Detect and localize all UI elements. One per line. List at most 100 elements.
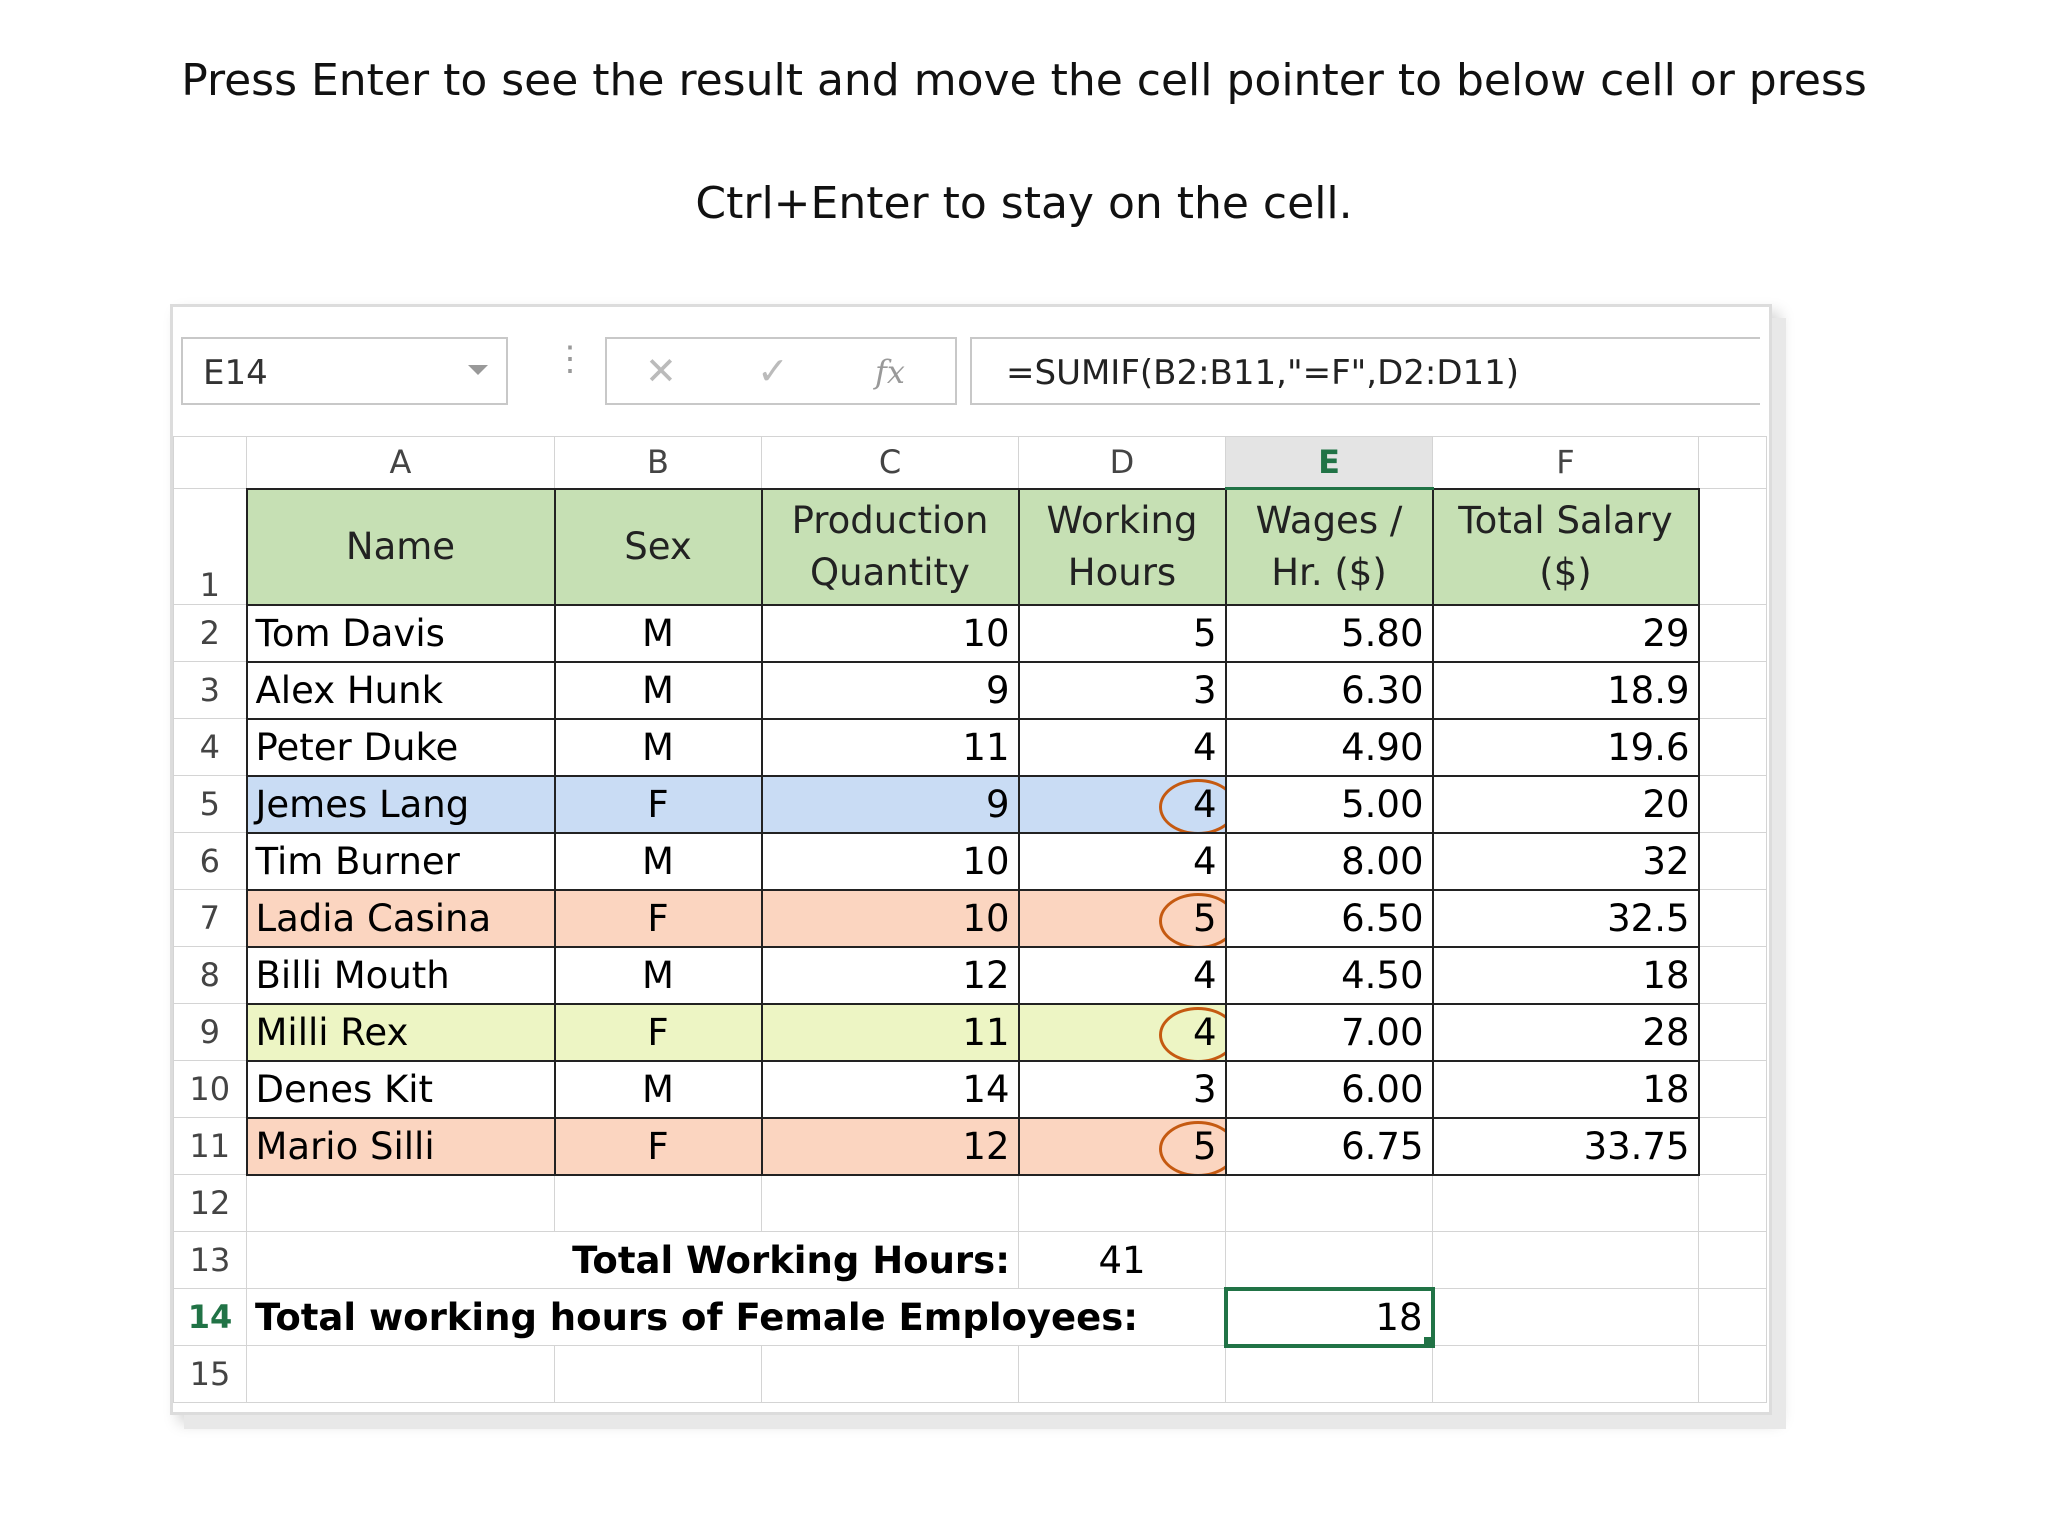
- cell-wages[interactable]: 8.00: [1224, 831, 1434, 891]
- empty-cell[interactable]: [554, 1174, 762, 1232]
- close-icon[interactable]: ✕: [645, 351, 677, 393]
- empty-cell[interactable]: [1698, 1003, 1767, 1061]
- column-header-b[interactable]: B: [554, 436, 762, 489]
- cell-wages[interactable]: 6.00: [1224, 1059, 1434, 1119]
- empty-cell[interactable]: [1698, 1345, 1767, 1403]
- cell-name[interactable]: Peter Duke: [245, 717, 556, 777]
- header-sex[interactable]: Sex: [553, 487, 763, 606]
- row-header-7[interactable]: 7: [173, 889, 247, 947]
- insert-function-icon[interactable]: fx: [875, 353, 905, 391]
- cell-salary[interactable]: 19.6: [1431, 717, 1700, 777]
- empty-cell[interactable]: [246, 1345, 555, 1403]
- cell-wages[interactable]: 4.50: [1224, 945, 1434, 1005]
- column-header-c[interactable]: C: [761, 436, 1019, 489]
- cell-quantity[interactable]: 11: [760, 1002, 1020, 1062]
- empty-cell[interactable]: [554, 1345, 762, 1403]
- cell-quantity[interactable]: 10: [760, 831, 1020, 891]
- cell-name[interactable]: Billi Mouth: [245, 945, 556, 1005]
- empty-cell[interactable]: [1698, 1231, 1767, 1289]
- cell-wages[interactable]: 5.00: [1224, 774, 1434, 834]
- cell-salary[interactable]: 33.75: [1431, 1116, 1700, 1176]
- cell-quantity[interactable]: 12: [760, 1116, 1020, 1176]
- row-header-9[interactable]: 9: [173, 1003, 247, 1061]
- empty-cell[interactable]: [1432, 1345, 1699, 1403]
- cell-sex[interactable]: M: [553, 660, 763, 720]
- cell-hours[interactable]: 5: [1017, 603, 1227, 663]
- empty-cell[interactable]: [1225, 1174, 1433, 1232]
- cell-sex[interactable]: M: [553, 603, 763, 663]
- cell-hours[interactable]: 3: [1017, 1059, 1227, 1119]
- cell-wages[interactable]: 6.75: [1224, 1116, 1434, 1176]
- header-salary[interactable]: Total Salary ($): [1431, 487, 1700, 606]
- row-header-2[interactable]: 2: [173, 604, 247, 662]
- total-hours-label[interactable]: Total Working Hours:: [246, 1231, 1019, 1289]
- empty-cell[interactable]: [761, 1174, 1019, 1232]
- cell-sex[interactable]: F: [553, 888, 763, 948]
- cell-hours[interactable]: 4: [1017, 945, 1227, 1005]
- cell-wages[interactable]: 4.90: [1224, 717, 1434, 777]
- empty-cell[interactable]: [1698, 946, 1767, 1004]
- cell-sex[interactable]: F: [553, 1116, 763, 1176]
- select-all-corner[interactable]: [173, 436, 247, 489]
- header-wages[interactable]: Wages / Hr. ($): [1224, 487, 1434, 606]
- cell-salary[interactable]: 32.5: [1431, 888, 1700, 948]
- cell-sex[interactable]: F: [553, 1002, 763, 1062]
- empty-cell[interactable]: [1698, 1060, 1767, 1118]
- empty-cell[interactable]: [1698, 1117, 1767, 1175]
- empty-cell[interactable]: [1698, 889, 1767, 947]
- cell-quantity[interactable]: 10: [760, 888, 1020, 948]
- row-header-5[interactable]: 5: [173, 775, 247, 833]
- cell-hours[interactable]: 3: [1017, 660, 1227, 720]
- cell-quantity[interactable]: 14: [760, 1059, 1020, 1119]
- fill-handle[interactable]: [1421, 1334, 1429, 1342]
- column-header-f[interactable]: F: [1432, 436, 1699, 489]
- cell-hours[interactable]: 5: [1017, 888, 1227, 948]
- header-hours[interactable]: Working Hours: [1017, 487, 1227, 606]
- empty-cell[interactable]: [1698, 604, 1767, 662]
- cell-hours[interactable]: 4: [1017, 1002, 1227, 1062]
- checkmark-icon[interactable]: ✓: [757, 351, 789, 393]
- row-header-15[interactable]: 15: [173, 1345, 247, 1403]
- cell-name[interactable]: Tim Burner: [245, 831, 556, 891]
- cell-name[interactable]: Mario Silli: [245, 1116, 556, 1176]
- cell-name[interactable]: Milli Rex: [245, 1002, 556, 1062]
- row-header-11[interactable]: 11: [173, 1117, 247, 1175]
- empty-cell[interactable]: [1225, 1231, 1433, 1289]
- column-header-g[interactable]: [1698, 436, 1767, 489]
- cell-wages[interactable]: 6.50: [1224, 888, 1434, 948]
- cell-name[interactable]: Tom Davis: [245, 603, 556, 663]
- cell-hours[interactable]: 4: [1017, 717, 1227, 777]
- cell-quantity[interactable]: 10: [760, 603, 1020, 663]
- empty-cell[interactable]: [246, 1174, 555, 1232]
- header-name[interactable]: Name: [245, 487, 556, 606]
- cell-hours[interactable]: 4: [1017, 774, 1227, 834]
- column-header-e[interactable]: E: [1225, 436, 1433, 490]
- empty-cell[interactable]: [1698, 718, 1767, 776]
- row-header-12[interactable]: 12: [173, 1174, 247, 1232]
- female-hours-label[interactable]: Total working hours of Female Employees:: [246, 1288, 1226, 1346]
- empty-cell[interactable]: [1018, 1174, 1226, 1232]
- active-cell-e14[interactable]: 18: [1223, 1286, 1435, 1348]
- empty-cell[interactable]: [1432, 1288, 1699, 1346]
- cell-sex[interactable]: M: [553, 831, 763, 891]
- cell-hours[interactable]: 5: [1017, 1116, 1227, 1176]
- row-header-8[interactable]: 8: [173, 946, 247, 1004]
- cell-name[interactable]: Alex Hunk: [245, 660, 556, 720]
- row-header-14[interactable]: 14: [173, 1288, 247, 1346]
- cell-sex[interactable]: M: [553, 717, 763, 777]
- more-vertical-icon[interactable]: ⋮: [553, 340, 587, 378]
- chevron-down-icon[interactable]: [468, 365, 488, 375]
- column-header-a[interactable]: A: [246, 436, 555, 489]
- cell-name[interactable]: Jemes Lang: [245, 774, 556, 834]
- cell-quantity[interactable]: 12: [760, 945, 1020, 1005]
- cell-wages[interactable]: 6.30: [1224, 660, 1434, 720]
- empty-cell[interactable]: [1698, 1288, 1767, 1346]
- empty-cell[interactable]: [761, 1345, 1019, 1403]
- cell-salary[interactable]: 20: [1431, 774, 1700, 834]
- cell-sex[interactable]: M: [553, 1059, 763, 1119]
- cell-wages[interactable]: 7.00: [1224, 1002, 1434, 1062]
- cell-wages[interactable]: 5.80: [1224, 603, 1434, 663]
- empty-cell[interactable]: [1698, 488, 1767, 605]
- cell-salary[interactable]: 18: [1431, 945, 1700, 1005]
- cell-salary[interactable]: 29: [1431, 603, 1700, 663]
